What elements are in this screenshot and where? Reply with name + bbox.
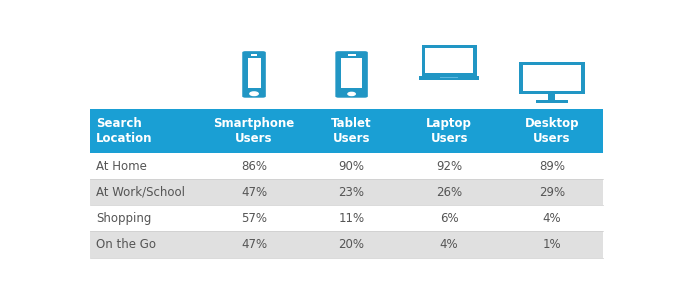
Text: On the Go: On the Go [96, 238, 156, 251]
Text: 92%: 92% [436, 159, 462, 173]
Text: 86%: 86% [241, 159, 267, 173]
Text: 11%: 11% [339, 212, 364, 225]
FancyBboxPatch shape [536, 100, 568, 103]
Text: 4%: 4% [543, 212, 561, 225]
FancyBboxPatch shape [519, 62, 585, 93]
Circle shape [348, 92, 356, 95]
FancyBboxPatch shape [347, 54, 356, 55]
FancyBboxPatch shape [90, 205, 603, 232]
Text: 6%: 6% [440, 212, 458, 225]
Text: Tablet
Users: Tablet Users [331, 117, 372, 145]
Text: 20%: 20% [339, 238, 364, 251]
Text: 4%: 4% [440, 238, 458, 251]
FancyBboxPatch shape [251, 54, 257, 56]
FancyBboxPatch shape [419, 76, 479, 80]
FancyBboxPatch shape [90, 153, 603, 179]
Text: 26%: 26% [436, 186, 462, 199]
FancyBboxPatch shape [422, 45, 477, 76]
FancyBboxPatch shape [425, 48, 473, 73]
Text: 29%: 29% [539, 186, 565, 199]
FancyBboxPatch shape [523, 65, 581, 91]
Circle shape [250, 92, 258, 95]
FancyBboxPatch shape [90, 179, 603, 205]
Text: Smartphone
Users: Smartphone Users [214, 117, 295, 145]
Text: Shopping: Shopping [96, 212, 151, 225]
FancyBboxPatch shape [90, 232, 603, 258]
Text: At Home: At Home [96, 159, 147, 173]
FancyBboxPatch shape [242, 51, 266, 98]
Text: Search
Location: Search Location [96, 117, 153, 145]
FancyBboxPatch shape [341, 58, 362, 88]
Text: 47%: 47% [241, 186, 267, 199]
Text: 89%: 89% [539, 159, 565, 173]
Text: 1%: 1% [543, 238, 561, 251]
Text: 57%: 57% [241, 212, 267, 225]
Text: At Work/School: At Work/School [96, 186, 185, 199]
Text: 23%: 23% [339, 186, 364, 199]
Text: Desktop
Users: Desktop Users [525, 117, 579, 145]
Text: 90%: 90% [339, 159, 364, 173]
FancyBboxPatch shape [548, 93, 555, 100]
FancyBboxPatch shape [335, 51, 368, 98]
FancyBboxPatch shape [90, 109, 603, 153]
Text: 47%: 47% [241, 238, 267, 251]
Text: Laptop
Users: Laptop Users [426, 117, 472, 145]
FancyBboxPatch shape [440, 77, 458, 79]
FancyBboxPatch shape [247, 58, 260, 88]
